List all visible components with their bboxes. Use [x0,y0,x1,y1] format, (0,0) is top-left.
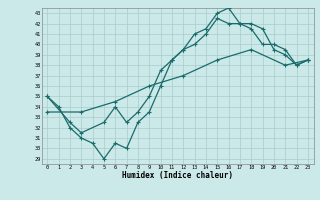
X-axis label: Humidex (Indice chaleur): Humidex (Indice chaleur) [122,171,233,180]
